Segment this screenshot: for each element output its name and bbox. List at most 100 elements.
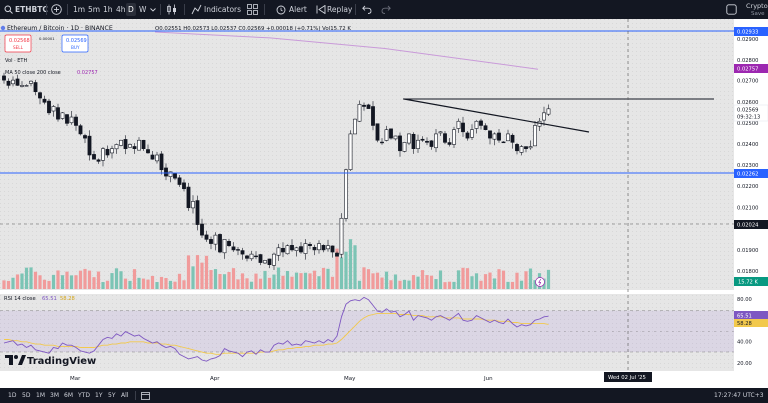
candle-body[interactable]	[267, 258, 272, 265]
candle-body[interactable]	[218, 234, 222, 253]
candle-body[interactable]	[155, 154, 159, 162]
candle-body[interactable]	[231, 246, 236, 251]
replay-icon[interactable]	[316, 5, 326, 14]
candle-body[interactable]	[96, 159, 101, 162]
candle-body[interactable]	[177, 177, 182, 185]
undo-icon[interactable]	[362, 5, 372, 14]
interval-1h[interactable]: 1h	[103, 5, 113, 14]
candle-body[interactable]	[128, 144, 132, 148]
fullscreen-icon[interactable]	[726, 4, 737, 15]
candle-body[interactable]	[429, 140, 434, 147]
candle-body[interactable]	[159, 153, 164, 171]
candle-body[interactable]	[407, 133, 411, 144]
candle-body[interactable]	[497, 132, 501, 141]
candle-body[interactable]	[335, 252, 339, 257]
candle-body[interactable]	[254, 255, 258, 258]
candle-body[interactable]	[339, 217, 344, 255]
candle-body[interactable]	[141, 139, 146, 149]
candle-body[interactable]	[74, 116, 78, 126]
candle-body[interactable]	[461, 122, 465, 133]
range-1y[interactable]: 1Y	[95, 392, 103, 399]
candle-body[interactable]	[506, 133, 510, 142]
replay-button[interactable]: Replay	[327, 5, 353, 14]
candle-body[interactable]	[389, 128, 393, 139]
candle-body[interactable]	[510, 134, 515, 143]
clock-timezone[interactable]: 17:27:47 UTC+3	[714, 392, 764, 399]
candle-body[interactable]	[344, 169, 348, 219]
candle-body[interactable]	[42, 98, 47, 103]
lightning-events-icon[interactable]	[535, 277, 545, 287]
ma-legend[interactable]: MA 50 close 200 close	[5, 70, 61, 76]
indicators-button[interactable]: Indicators	[204, 5, 242, 14]
candle-body[interactable]	[263, 260, 267, 264]
candle-body[interactable]	[2, 75, 6, 81]
candle-body[interactable]	[51, 106, 56, 112]
candle-body[interactable]	[209, 239, 213, 244]
alert-clock-icon[interactable]	[276, 4, 286, 15]
candle-body[interactable]	[164, 167, 168, 177]
candle-body[interactable]	[299, 246, 303, 253]
candle-body[interactable]	[83, 135, 87, 139]
candle-body[interactable]	[492, 133, 497, 140]
sell-button[interactable]	[4, 34, 32, 53]
interval-1m[interactable]: 1m	[73, 5, 86, 14]
range-all[interactable]: All	[121, 392, 129, 399]
candle-body[interactable]	[222, 239, 227, 254]
candle-body[interactable]	[438, 131, 443, 134]
candle-body[interactable]	[38, 92, 42, 99]
candle-body[interactable]	[173, 173, 177, 179]
candle-body[interactable]	[546, 108, 551, 115]
interval-d-active[interactable]: D	[126, 3, 136, 16]
candle-body[interactable]	[65, 114, 69, 124]
candle-body[interactable]	[204, 234, 209, 240]
candle-body[interactable]	[29, 80, 33, 84]
candle-body[interactable]	[308, 243, 312, 246]
candle-body[interactable]	[375, 123, 380, 141]
candle-body[interactable]	[330, 245, 335, 253]
candle-body[interactable]	[195, 200, 200, 225]
candle-body[interactable]	[258, 254, 263, 263]
candle-body[interactable]	[87, 135, 92, 156]
rsi-legend[interactable]: RSI 14 close	[4, 296, 36, 302]
candle-body[interactable]	[348, 133, 353, 170]
range-6m[interactable]: 6M	[64, 392, 73, 399]
candle-body[interactable]	[11, 79, 15, 85]
compare-plus-icon[interactable]	[51, 4, 62, 15]
range-1m[interactable]: 1M	[36, 392, 45, 399]
candle-body[interactable]	[456, 120, 461, 129]
save-status[interactable]: Save	[751, 11, 765, 17]
candle-body[interactable]	[357, 104, 362, 122]
candle-body[interactable]	[321, 245, 326, 251]
candle-body[interactable]	[227, 241, 231, 246]
layout-grid-icon[interactable]	[247, 4, 258, 15]
candle-body[interactable]	[317, 243, 321, 251]
candle-body[interactable]	[119, 139, 123, 146]
candle-body[interactable]	[312, 246, 317, 251]
range-3m[interactable]: 3M	[50, 392, 59, 399]
ma-200-line[interactable]	[154, 31, 539, 70]
candle-body[interactable]	[519, 146, 524, 153]
candle-body[interactable]	[146, 149, 150, 154]
candle-body[interactable]	[200, 223, 204, 236]
candle-body[interactable]	[15, 78, 20, 86]
candle-body[interactable]	[33, 82, 38, 93]
candle-body[interactable]	[447, 142, 452, 145]
candle-body[interactable]	[236, 249, 240, 251]
candle-body[interactable]	[78, 125, 83, 135]
range-5d[interactable]: 5D	[22, 392, 31, 399]
candle-body[interactable]	[515, 144, 519, 152]
pane-separator[interactable]	[0, 290, 734, 294]
candle-body[interactable]	[501, 141, 506, 144]
candle-body[interactable]	[56, 107, 60, 120]
candle-body[interactable]	[488, 130, 492, 139]
search-icon[interactable]	[4, 5, 13, 14]
time-scale[interactable]	[0, 371, 734, 388]
candle-body[interactable]	[474, 120, 479, 129]
candle-body[interactable]	[281, 247, 285, 253]
candle-body[interactable]	[114, 144, 119, 150]
candle-body[interactable]	[326, 245, 330, 250]
candle-body[interactable]	[533, 125, 537, 147]
candle-body[interactable]	[483, 125, 488, 130]
candle-body[interactable]	[101, 148, 105, 161]
candle-body[interactable]	[290, 245, 294, 251]
